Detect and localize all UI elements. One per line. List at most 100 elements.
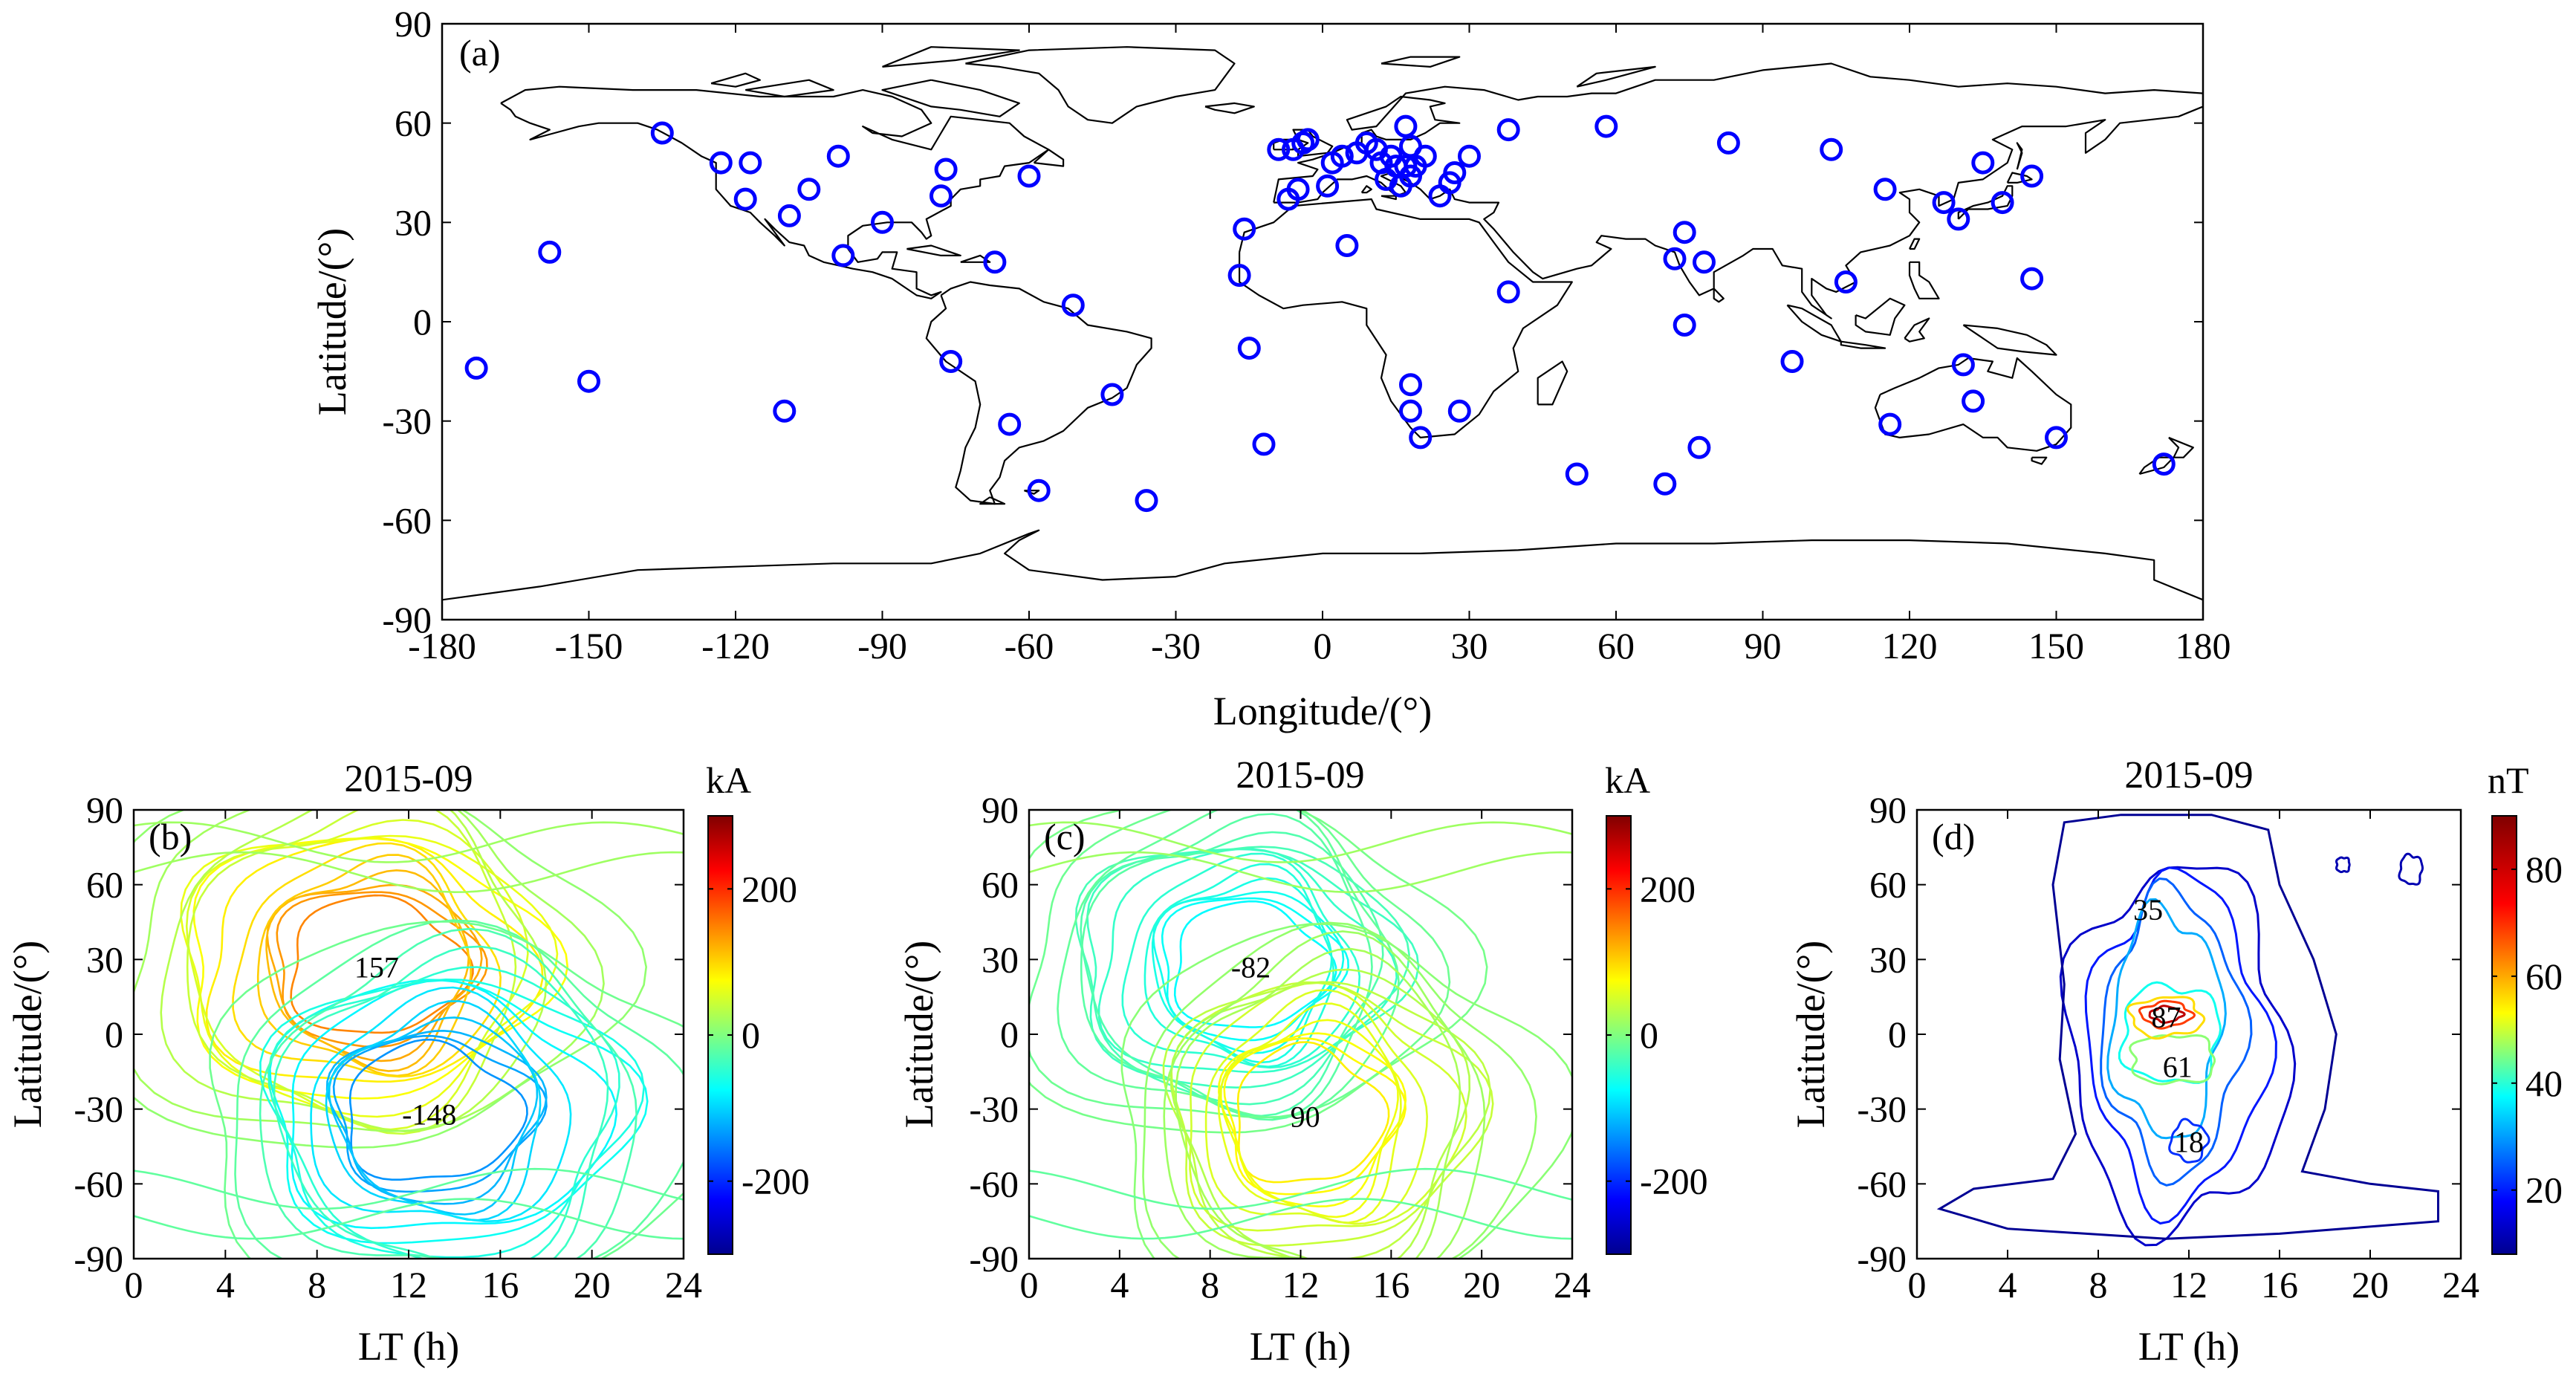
coastline-svalbard — [1381, 56, 1461, 68]
contour-label: -82 — [1231, 950, 1271, 984]
panel-b-xtick-label: 8 — [308, 1264, 326, 1305]
panel-label-a: (a) — [459, 32, 501, 74]
contour-line — [2168, 1117, 2210, 1164]
station-marker — [1673, 314, 1696, 337]
station-marker — [1413, 144, 1437, 168]
station-marker — [1027, 478, 1051, 502]
panel-d-ytick-label: 30 — [1869, 938, 1907, 980]
map-xtick-label: -60 — [1005, 625, 1054, 666]
station-marker — [2020, 267, 2044, 291]
contour-line — [2129, 1034, 2216, 1086]
station-marker — [797, 178, 821, 201]
contour-line — [234, 919, 684, 1259]
contour-line — [1097, 848, 1398, 1074]
panel-b-ytick-label: -90 — [74, 1238, 123, 1279]
station-marker — [1447, 399, 1471, 423]
station-marker — [1565, 462, 1589, 486]
map-xtick-label: -150 — [555, 625, 623, 666]
station-marker — [1017, 164, 1041, 188]
contour-line — [1204, 989, 1429, 1225]
colorbar-tick-label: -200 — [1640, 1161, 1708, 1202]
axis-ticks-d: 0 4 8 12 16 20 24 90 60 30 0 -30 -60 -90 — [1857, 789, 2479, 1305]
contour-line — [276, 891, 488, 1048]
station-marker — [1286, 178, 1310, 201]
coastline-sakhalin — [2016, 142, 2023, 170]
station-marker — [998, 412, 1022, 436]
station-marker — [1233, 217, 1256, 241]
station-marker — [1267, 137, 1291, 161]
contour-line — [266, 883, 483, 1063]
contour-line — [290, 894, 474, 1034]
map-xtick-label: 90 — [1745, 625, 1782, 666]
axis-ticks-c: 0 4 8 12 16 20 24 90 60 30 0 -30 -60 -90 — [969, 789, 1591, 1305]
contour-line — [1218, 1032, 1407, 1208]
panel-c-ytick-label: -30 — [969, 1089, 1019, 1130]
contour-line — [185, 819, 529, 1131]
contour-lines-d — [1936, 814, 2439, 1247]
panel-b-xtick-label: 20 — [574, 1264, 611, 1305]
contour-line — [1120, 923, 1572, 1259]
station-marker — [1932, 191, 1956, 215]
colorbar-unit-b: kA — [706, 759, 751, 801]
contour-line — [348, 1038, 528, 1181]
coastline-iceland — [1204, 102, 1255, 114]
contour-line — [1189, 982, 1467, 1232]
panel-d-xtick-label: 8 — [2089, 1264, 2108, 1305]
map-ytick-label: 90 — [395, 3, 432, 45]
coastline-eurasia — [1273, 62, 2203, 319]
panel-title-b: 2015-09 — [344, 758, 473, 800]
station-marker — [1409, 426, 1433, 450]
station-marker — [939, 350, 963, 373]
contour-line — [256, 854, 472, 1077]
contour-label: -148 — [402, 1097, 456, 1131]
coastline-victoria-is — [745, 79, 834, 98]
coastline-new-zealand-s — [2138, 456, 2175, 476]
contour-line — [1142, 921, 1537, 1259]
contour-line — [1080, 813, 1373, 1121]
contour-line — [1223, 1037, 1407, 1196]
contour-label: 90 — [1291, 1100, 1320, 1134]
contour-line — [269, 979, 649, 1245]
station-marker — [1687, 435, 1711, 459]
station-marker — [1061, 293, 1085, 317]
map-ytick-label: -60 — [382, 499, 432, 541]
panel-c-xtick-label: 16 — [1372, 1264, 1409, 1305]
colorbar-tick-label: 0 — [1640, 1014, 1658, 1056]
x-axis-label-b: LT (h) — [358, 1324, 460, 1369]
contour-line — [2398, 852, 2424, 886]
station-marker — [1878, 412, 1902, 436]
contour-line — [186, 810, 517, 1135]
station-marker — [1594, 114, 1618, 138]
coastline-hispaniola — [960, 254, 991, 263]
panel-d-xtick-label: 16 — [2261, 1264, 2298, 1305]
contour-line — [2126, 996, 2206, 1040]
contour-line — [2335, 856, 2351, 874]
coastline-sicily — [1381, 195, 1397, 201]
colorbar-tick-label: 20 — [2525, 1169, 2563, 1211]
map-xtick-label: 180 — [2176, 625, 2231, 666]
station-marker — [1227, 264, 1251, 288]
axis-ticks-a: -180 -150 -120 -90 -60 -30 0 30 60 90 120 150 180 90 6… — [382, 3, 2231, 666]
contour-labels-c: -82 90 — [1231, 950, 1320, 1133]
coastline-sardinia — [1360, 185, 1372, 194]
coastline-banks-is — [710, 72, 762, 88]
coastline-madagascar — [1537, 360, 1568, 406]
coastline-australia — [1874, 357, 2072, 452]
station-marker — [871, 210, 894, 234]
coastline-cuba — [906, 244, 961, 256]
panel-a-map: -180 -150 -120 -90 -60 -30 0 30 60 90 120 150 180 90 6… — [310, 3, 2231, 733]
panel-b-xtick-label: 12 — [390, 1264, 427, 1305]
contour-labels-d: 35 87 61 18 — [2133, 893, 2204, 1158]
contour-line — [265, 869, 470, 1072]
station-marker — [777, 204, 801, 227]
panel-d-contour: 2015-09 0 4 8 12 16 20 24 90 60 30 0 -30 -60 -90 35 87… — [1788, 754, 2563, 1369]
colorbar-c-ticks: 200 0 -200 — [1606, 868, 1708, 1202]
panel-c-ytick-label: -90 — [969, 1238, 1019, 1279]
station-marker — [2152, 452, 2176, 476]
coastline-tierra-del-fuego — [979, 496, 1006, 505]
contour-line — [1169, 968, 1471, 1259]
panel-title-d: 2015-09 — [2124, 754, 2253, 797]
map-xtick-label: 60 — [1597, 625, 1635, 666]
panel-b-ytick-label: -60 — [74, 1163, 123, 1204]
contour-line — [1152, 890, 1345, 1054]
